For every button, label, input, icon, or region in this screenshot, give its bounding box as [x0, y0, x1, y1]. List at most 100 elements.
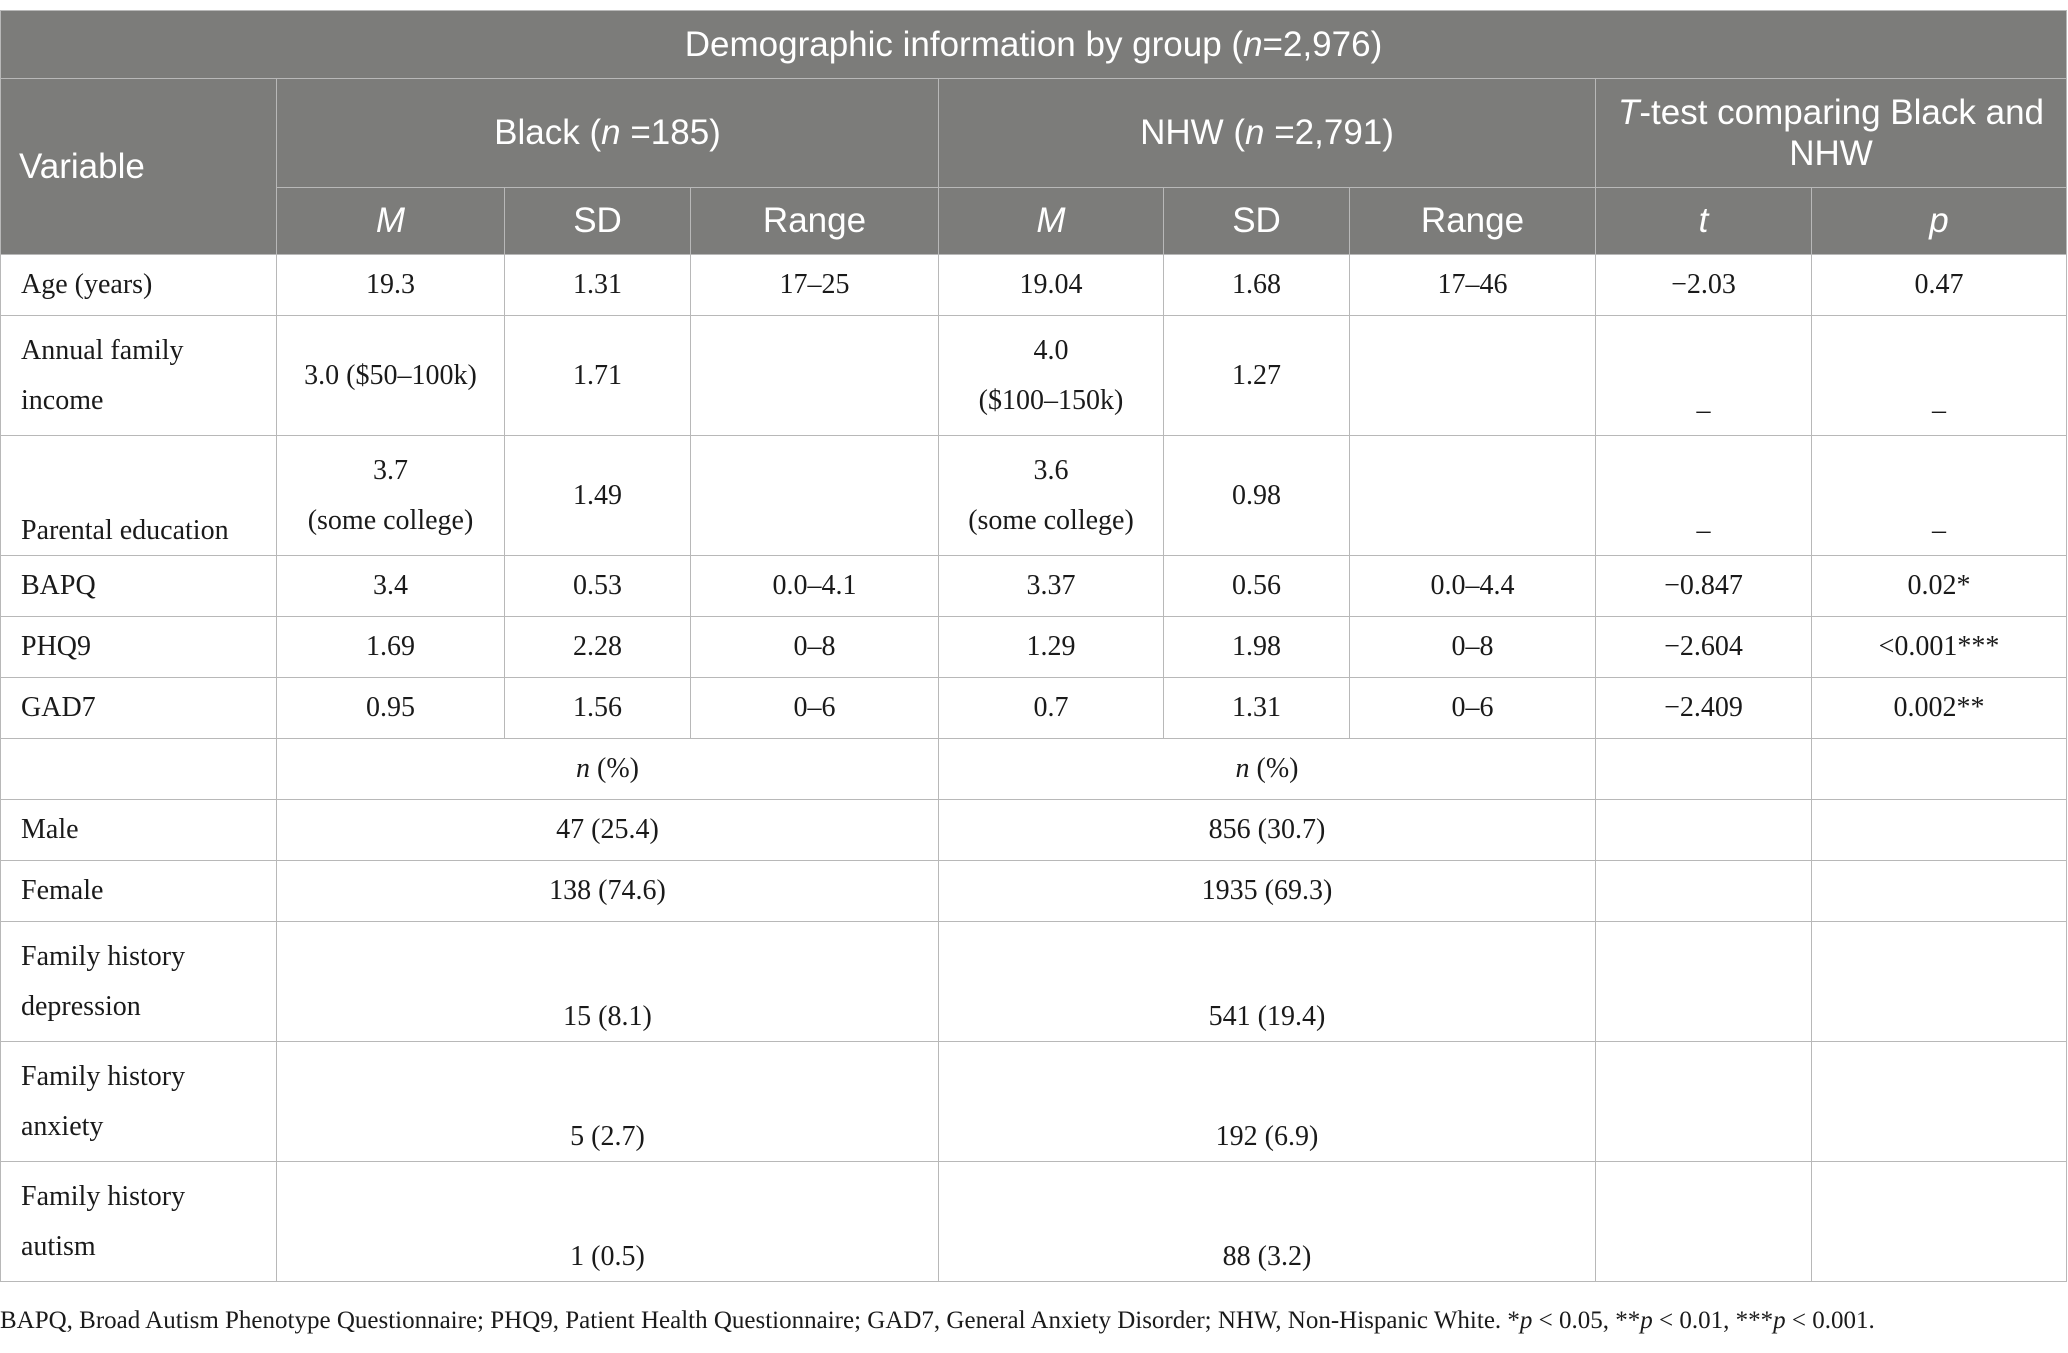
table-row: Family history autism 1 (0.5) 88 (3.2)	[0, 1161, 2067, 1282]
table-cell: −2.409	[1595, 677, 1812, 739]
row-label: Annual family income	[0, 315, 277, 436]
row-label: Female	[0, 860, 277, 922]
subheader-row: M SD Range M SD Range t p	[1, 187, 2067, 255]
row-label: Family history anxiety	[0, 1041, 277, 1162]
table-cell: –	[1811, 435, 2067, 556]
empty-cell	[1595, 799, 1812, 861]
table-cell: 0.53	[504, 555, 691, 617]
table-cell: 15 (8.1)	[276, 921, 939, 1042]
empty-cell	[1811, 738, 2067, 800]
table-cell: 0–8	[1349, 616, 1596, 678]
table-cell: 3.0 ($50–100k)	[276, 315, 505, 436]
table-cell: 2.28	[504, 616, 691, 678]
table-row: Family history depression 15 (8.1) 541 (1…	[0, 921, 2067, 1042]
table-cell: 47 (25.4)	[276, 799, 939, 861]
table-row: Annual family income 3.0 ($50–100k) 1.71 …	[0, 315, 2067, 436]
table-footnote: BAPQ, Broad Autism Phenotype Questionnai…	[0, 1307, 1875, 1334]
variable-header: Variable	[0, 78, 277, 255]
table-row: Male 47 (25.4) 856 (30.7)	[0, 799, 2067, 861]
table-row: Age (years) 19.3 1.31 17–25 19.04 1.68 1…	[0, 254, 2067, 316]
table-row: Parental education 3.7 (some college) 1.4…	[0, 435, 2067, 556]
table-row: Female 138 (74.6) 1935 (69.3)	[0, 860, 2067, 922]
empty-cell	[1595, 1161, 1812, 1282]
row-label: Age (years)	[0, 254, 277, 316]
table-cell: 0.002**	[1811, 677, 2067, 739]
table-cell: 4.0 ($100–150k)	[938, 315, 1164, 436]
black-npct-header: n (%)	[276, 738, 939, 800]
table-row: n (%) n (%)	[0, 738, 2067, 800]
table-cell: 138 (74.6)	[276, 860, 939, 922]
table-cell: −2.03	[1595, 254, 1812, 316]
table-cell: 541 (19.4)	[938, 921, 1596, 1042]
black-header: Black (n =185)	[276, 78, 939, 188]
empty-cell	[1595, 921, 1812, 1042]
table-cell: 0.95	[276, 677, 505, 739]
table-cell: −2.604	[1595, 616, 1812, 678]
table-row: GAD7 0.95 1.56 0–6 0.7 1.31 0–6 −2.409 0…	[0, 677, 2067, 739]
nhw-npct-header: n (%)	[938, 738, 1596, 800]
table-cell: 192 (6.9)	[938, 1041, 1596, 1162]
empty-cell	[0, 738, 277, 800]
table-row: Family history anxiety 5 (2.7) 192 (6.9)	[0, 1041, 2067, 1162]
table-row: PHQ9 1.69 2.28 0–8 1.29 1.98 0–8 −2.604 …	[0, 616, 2067, 678]
group-header-row: Variable Black (n =185) NHW (n =2,791) T…	[0, 78, 2067, 255]
black-m-header: M	[276, 187, 505, 255]
table-cell	[690, 435, 939, 556]
table-cell: 3.4	[276, 555, 505, 617]
row-label: GAD7	[0, 677, 277, 739]
table-cell: 1.71	[504, 315, 691, 436]
empty-cell	[1595, 738, 1812, 800]
table-cell	[1349, 315, 1596, 436]
table-cell: 17–25	[690, 254, 939, 316]
table-cell: 0.02*	[1811, 555, 2067, 617]
table-cell	[1349, 435, 1596, 556]
table-cell: –	[1595, 315, 1812, 436]
table-cell: 0–8	[690, 616, 939, 678]
table-cell: 1 (0.5)	[276, 1161, 939, 1282]
table-cell: 1.31	[504, 254, 691, 316]
title-row: Demographic information by group (n=2,97…	[0, 10, 2067, 79]
table-cell: 1.69	[276, 616, 505, 678]
table-cell: 19.3	[276, 254, 505, 316]
demographics-table: Demographic information by group (n=2,97…	[0, 10, 2067, 1282]
table-cell: 0–6	[690, 677, 939, 739]
row-label: BAPQ	[0, 555, 277, 617]
table-cell: 0.7	[938, 677, 1164, 739]
table-cell	[690, 315, 939, 436]
table-cell: 3.37	[938, 555, 1164, 617]
row-label: Male	[0, 799, 277, 861]
p-header: p	[1811, 187, 2067, 255]
table-cell: 856 (30.7)	[938, 799, 1596, 861]
row-label: Parental education	[0, 435, 277, 556]
table-cell: 0.98	[1163, 435, 1350, 556]
black-range-header: Range	[690, 187, 939, 255]
nhw-m-header: M	[938, 187, 1164, 255]
table-cell: 0.47	[1811, 254, 2067, 316]
table-cell: 0.56	[1163, 555, 1350, 617]
table-cell: 19.04	[938, 254, 1164, 316]
table-cell: 1935 (69.3)	[938, 860, 1596, 922]
table-cell: 17–46	[1349, 254, 1596, 316]
table-cell: 3.6 (some college)	[938, 435, 1164, 556]
table-wrapper: Demographic information by group (n=2,97…	[0, 10, 2068, 1282]
t-header: t	[1595, 187, 1812, 255]
empty-cell	[1595, 1041, 1812, 1162]
empty-cell	[1811, 799, 2067, 861]
table-cell: 3.7 (some college)	[276, 435, 505, 556]
row-label: Family history depression	[0, 921, 277, 1042]
empty-cell	[1595, 860, 1812, 922]
table-cell: 1.68	[1163, 254, 1350, 316]
table-cell: 5 (2.7)	[276, 1041, 939, 1162]
table-cell: –	[1811, 315, 2067, 436]
table-cell: 0–6	[1349, 677, 1596, 739]
table-cell: 88 (3.2)	[938, 1161, 1596, 1282]
nhw-range-header: Range	[1349, 187, 1596, 255]
black-sd-header: SD	[504, 187, 691, 255]
table-cell: 1.27	[1163, 315, 1350, 436]
empty-cell	[1811, 1161, 2067, 1282]
table-cell: 1.49	[504, 435, 691, 556]
row-label: Family history autism	[0, 1161, 277, 1282]
empty-cell	[1811, 921, 2067, 1042]
table-cell: 1.29	[938, 616, 1164, 678]
table-row: BAPQ 3.4 0.53 0.0–4.1 3.37 0.56 0.0–4.4 …	[0, 555, 2067, 617]
